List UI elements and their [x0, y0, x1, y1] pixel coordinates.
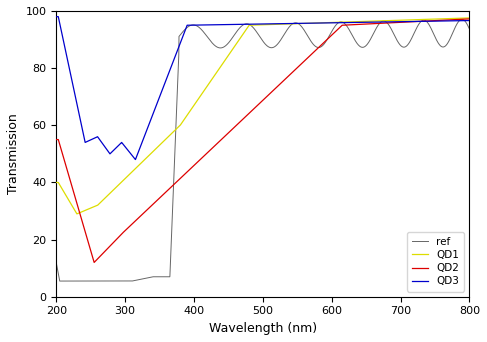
ref — [467, 27, 472, 31]
QD1 — [227, 51, 233, 55]
QD2 — [354, 23, 359, 27]
ref — [433, 38, 439, 42]
QD2 — [250, 108, 256, 112]
ref — [53, 260, 59, 264]
ref — [454, 22, 460, 26]
QD1 — [354, 19, 359, 24]
QD1 — [454, 16, 460, 21]
Line: QD2: QD2 — [56, 19, 469, 262]
ref — [250, 25, 256, 29]
QD3 — [230, 23, 236, 27]
ref — [459, 17, 465, 22]
QD2 — [454, 17, 460, 22]
QD3 — [454, 19, 460, 23]
ref — [230, 35, 236, 39]
ref — [354, 41, 359, 45]
QD3 — [53, 15, 59, 19]
QD1 — [433, 17, 439, 21]
QD2 — [467, 17, 472, 21]
Line: ref: ref — [56, 19, 469, 281]
QD1 — [74, 212, 80, 216]
QD2 — [230, 126, 236, 130]
QD1 — [467, 16, 472, 20]
QD3 — [433, 19, 439, 23]
X-axis label: Wavelength (nm): Wavelength (nm) — [209, 322, 317, 335]
QD1 — [250, 23, 256, 27]
QD2 — [53, 137, 59, 142]
ref — [57, 279, 63, 283]
QD3 — [250, 22, 256, 26]
QD3 — [354, 21, 359, 25]
ref — [227, 39, 233, 43]
QD2 — [91, 260, 97, 264]
QD3 — [467, 18, 472, 23]
QD2 — [227, 129, 233, 133]
QD2 — [433, 18, 439, 23]
QD3 — [227, 23, 233, 27]
QD1 — [230, 46, 236, 50]
Line: QD3: QD3 — [56, 17, 469, 159]
QD3 — [132, 157, 138, 161]
Line: QD1: QD1 — [56, 18, 469, 214]
QD1 — [53, 180, 59, 184]
Y-axis label: Transmission: Transmission — [7, 114, 20, 194]
Legend: ref, QD1, QD2, QD3: ref, QD1, QD2, QD3 — [407, 232, 464, 292]
